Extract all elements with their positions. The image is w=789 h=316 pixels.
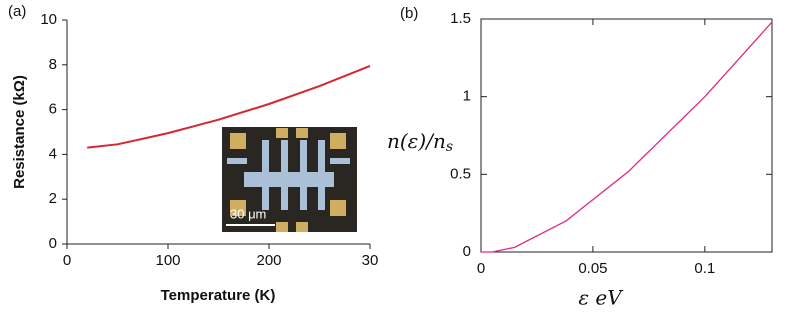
inset-photo: 30 μm — [222, 127, 357, 232]
data-line — [87, 64, 371, 149]
y-tick-label: 8 — [49, 56, 57, 73]
x-tick-label: 200 — [256, 252, 281, 269]
y-axis-label-main: n(ε)/n — [387, 129, 446, 153]
x-tick-label: 30 — [362, 252, 379, 269]
x-axis-label: Temperature (K) — [161, 287, 276, 304]
inset-label: 30 μm — [230, 206, 266, 221]
y-axis-label: Resistance (kΩ) — [11, 75, 28, 189]
y-tick-label: 6 — [49, 101, 57, 118]
y-axis-label: n(ε)/ns — [387, 129, 453, 156]
y-axis-label-sub: s — [446, 139, 453, 155]
y-tick-label: 1.5 — [450, 10, 471, 27]
x-tick-label: 100 — [155, 252, 180, 269]
data-line — [481, 21, 773, 253]
x-tick-label: 0 — [63, 252, 71, 269]
y-tick-label: 4 — [49, 145, 57, 162]
y-tick-label: 0 — [49, 235, 57, 252]
x-tick-label: 0.05 — [578, 260, 607, 277]
y-tick-label: 10 — [40, 11, 57, 28]
x-tick-label: 0 — [477, 260, 485, 277]
plot-frame — [480, 18, 773, 253]
x-axis-label: ε eV — [578, 286, 624, 310]
y-tick-label: 0 — [463, 243, 471, 260]
panel-label: (b) — [400, 5, 418, 22]
y-tick-label: 0.5 — [450, 165, 471, 182]
x-tick-label: 0.1 — [694, 260, 715, 277]
panel-label: (a) — [8, 3, 26, 20]
y-tick-label: 2 — [49, 190, 57, 207]
y-tick-label: 1 — [463, 88, 471, 105]
